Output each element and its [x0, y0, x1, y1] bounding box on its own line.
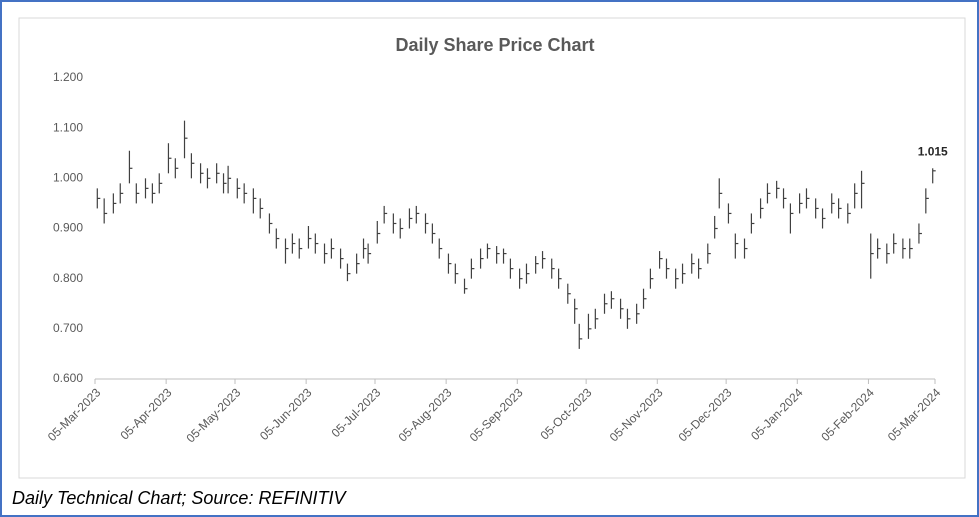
y-tick-label: 1.100: [53, 120, 83, 134]
chart-title: Daily Share Price Chart: [395, 35, 594, 55]
y-tick-label: 0.700: [53, 321, 83, 335]
chart: Daily Share Price Chart 0.600 0.700 0.800 0…: [18, 17, 966, 479]
y-tick-label: 0.600: [53, 371, 83, 385]
caption: Daily Technical Chart; Source: REFINITIV: [12, 488, 346, 508]
y-tick-label: 1.000: [53, 171, 83, 185]
y-tick-label: 1.200: [53, 70, 83, 84]
chart-frame: [18, 17, 966, 479]
data-label: 1.015: [918, 144, 948, 158]
y-tick-label: 0.900: [53, 221, 83, 235]
y-tick-label: 0.800: [53, 271, 83, 285]
